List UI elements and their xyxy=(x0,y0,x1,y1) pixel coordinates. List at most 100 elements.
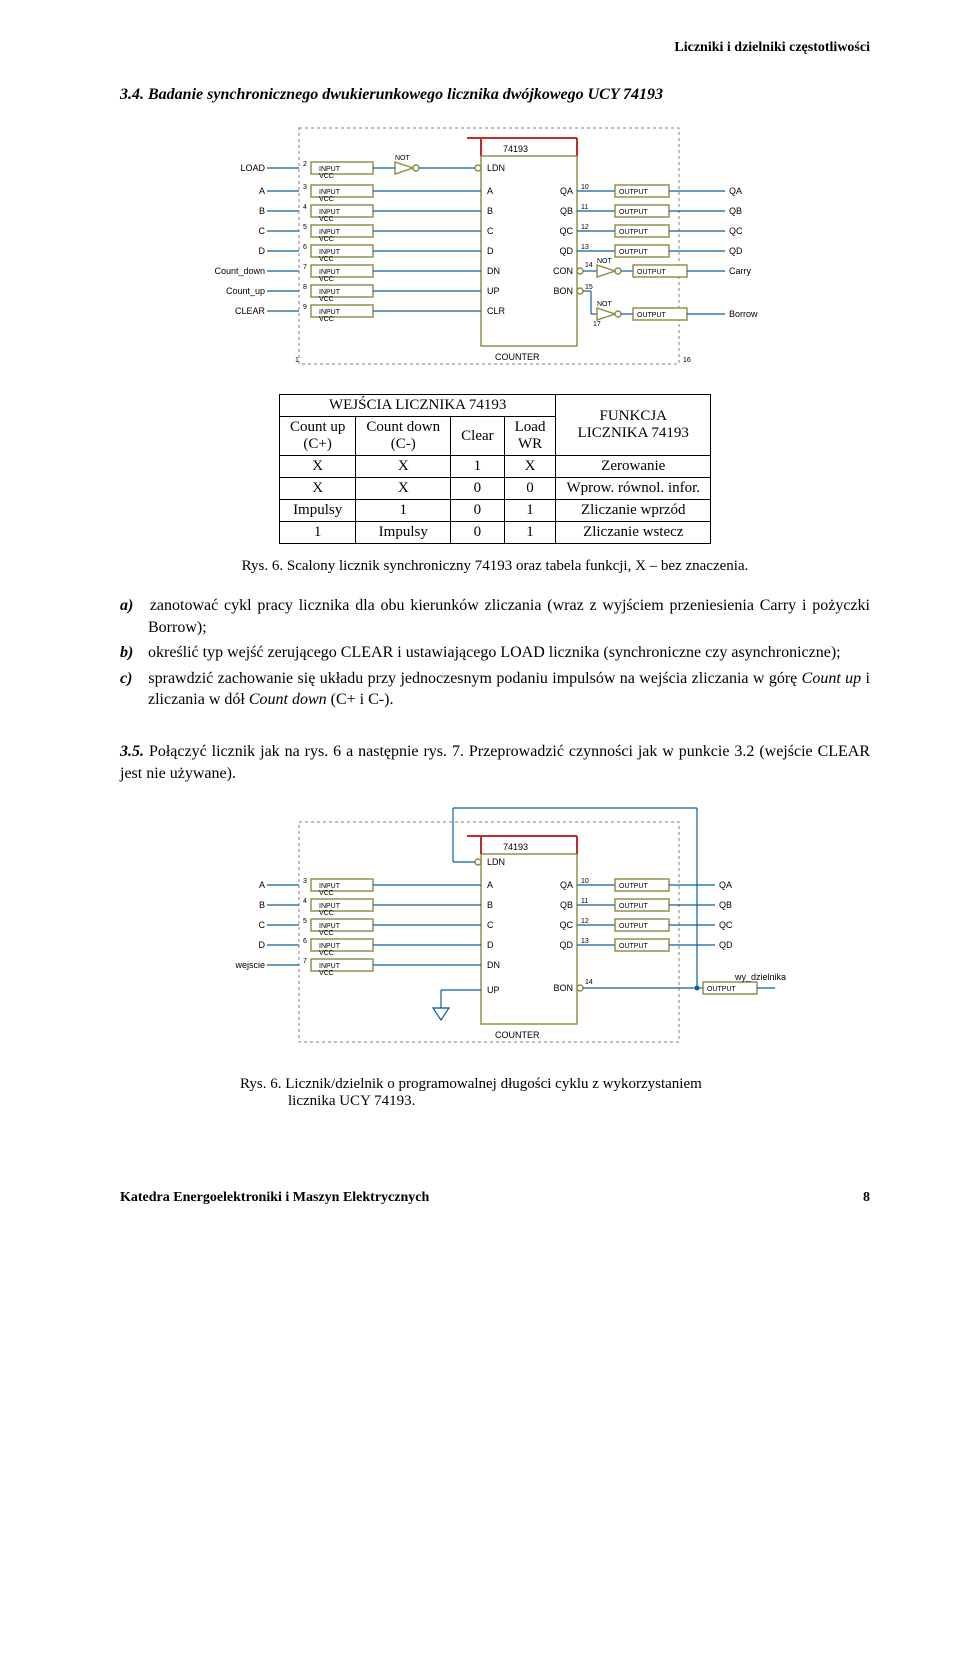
svg-text:D: D xyxy=(259,940,266,950)
svg-text:QA: QA xyxy=(560,186,573,196)
svg-text:B: B xyxy=(487,900,493,910)
svg-text:B: B xyxy=(487,206,493,216)
svg-text:14: 14 xyxy=(585,979,593,986)
footer-left: Katedra Energoelektroniki i Maszyn Elekt… xyxy=(120,1190,429,1206)
svg-text:NOT: NOT xyxy=(597,258,613,265)
truth-col-1: Count down(C-) xyxy=(356,417,451,456)
svg-text:INPUT: INPUT xyxy=(319,903,341,910)
left-port-5: Count_downINPUTVCCDN7 xyxy=(214,264,500,283)
svg-text:CLR: CLR xyxy=(487,306,506,316)
svg-text:6: 6 xyxy=(303,244,307,251)
svg-text:OUTPUT: OUTPUT xyxy=(707,986,737,993)
svg-text:BON: BON xyxy=(553,286,573,296)
svg-text:OUTPUT: OUTPUT xyxy=(619,189,649,196)
truth-row-3: 1Impulsy01Zliczanie wstecz xyxy=(279,522,710,544)
right-port-2: QCOUTPUTQC12 xyxy=(560,224,744,237)
svg-text:4: 4 xyxy=(303,204,307,211)
running-header: Liczniki i dzielniki częstotliwości xyxy=(120,40,870,56)
truth-row-0: XX1XZerowanie xyxy=(279,456,710,478)
svg-text:C: C xyxy=(487,920,494,930)
svg-text:Count_up: Count_up xyxy=(226,286,265,296)
svg-text:QD: QD xyxy=(560,246,574,256)
truth-header-left: WEJŚCIA LICZNIKA 74193 xyxy=(279,395,556,417)
svg-text:OUTPUT: OUTPUT xyxy=(619,249,649,256)
svg-text:D: D xyxy=(487,940,494,950)
svg-text:NOT: NOT xyxy=(597,301,613,308)
task-c: c) sprawdzić zachowanie się układu przy … xyxy=(120,668,870,711)
section-3-4-text: Badanie synchronicznego dwukierunkowego … xyxy=(148,86,663,103)
outer-num-left-bot: 1 xyxy=(295,357,299,364)
truth-row-1: XX00Wprow. równol. infor. xyxy=(279,478,710,500)
svg-text:INPUT: INPUT xyxy=(319,189,341,196)
svg-text:QA: QA xyxy=(719,880,732,890)
truth-col-3: LoadWR xyxy=(504,417,556,456)
svg-text:QB: QB xyxy=(719,900,732,910)
left-port-6: Count_upINPUTVCCUP8 xyxy=(226,284,500,303)
svg-text:QB: QB xyxy=(560,206,573,216)
svg-text:B: B xyxy=(259,206,265,216)
left-port-7: CLEARINPUTVCCCLR9 xyxy=(235,304,506,323)
svg-text:OUTPUT: OUTPUT xyxy=(619,903,649,910)
svg-text:INPUT: INPUT xyxy=(319,166,341,173)
svg-text:INPUT: INPUT xyxy=(319,269,341,276)
svg-text:VCC: VCC xyxy=(319,296,334,303)
svg-text:INPUT: INPUT xyxy=(319,249,341,256)
svg-text:OUTPUT: OUTPUT xyxy=(619,883,649,890)
svg-text:6: 6 xyxy=(303,938,307,945)
svg-text:UP: UP xyxy=(487,286,500,296)
svg-text:QC: QC xyxy=(729,226,743,236)
svg-text:VCC: VCC xyxy=(319,950,334,957)
svg-text:wejscie: wejscie xyxy=(234,960,265,970)
right-port-5: BONNOTOUTPUTBorrow1517 xyxy=(553,284,758,328)
truth-col-2: Clear xyxy=(451,417,504,456)
section-3-5-para: 3.5. Połączyć licznik jak na rys. 6 a na… xyxy=(120,741,870,784)
svg-text:3: 3 xyxy=(303,878,307,885)
task-b: b) określić typ wejść zerującego CLEAR i… xyxy=(120,642,870,664)
left-port-1: AINPUTVCCA3 xyxy=(259,184,493,203)
svg-text:INPUT: INPUT xyxy=(319,209,341,216)
svg-text:QD: QD xyxy=(719,940,733,950)
left-port-3: CINPUTVCCC5 xyxy=(259,224,495,243)
block-label: COUNTER xyxy=(495,352,540,362)
svg-text:INPUT: INPUT xyxy=(319,943,341,950)
truth-row-2: Impulsy101Zliczanie wprzód xyxy=(279,500,710,522)
svg-text:10: 10 xyxy=(581,878,589,885)
svg-text:OUTPUT: OUTPUT xyxy=(619,229,649,236)
svg-text:VCC: VCC xyxy=(319,236,334,243)
truth-col-0: Count up(C+) xyxy=(279,417,355,456)
svg-text:VCC: VCC xyxy=(319,910,334,917)
section-3-4-title: 3.4. Badanie synchronicznego dwukierunko… xyxy=(120,86,870,104)
circuit-diagram-2: 74193 COUNTER LDN AINPUTVCCA3 BINPUTVCCB… xyxy=(120,798,870,1058)
svg-text:OUTPUT: OUTPUT xyxy=(637,312,667,319)
svg-text:VCC: VCC xyxy=(319,173,334,180)
svg-text:12: 12 xyxy=(581,224,589,231)
svg-text:Carry: Carry xyxy=(729,266,751,276)
svg-text:QD: QD xyxy=(560,940,574,950)
svg-text:C: C xyxy=(259,226,266,236)
truth-header-right: FUNKCJA LICZNIKA 74193 xyxy=(556,395,711,456)
svg-text:DN: DN xyxy=(487,960,500,970)
svg-text:4: 4 xyxy=(303,898,307,905)
svg-text:COUNTER: COUNTER xyxy=(495,1030,540,1040)
svg-text:Borrow: Borrow xyxy=(729,309,758,319)
svg-text:QC: QC xyxy=(560,920,574,930)
left-port-2: BINPUTVCCB4 xyxy=(259,204,493,223)
truth-table: WEJŚCIA LICZNIKA 74193 FUNKCJA LICZNIKA … xyxy=(279,394,711,544)
svg-text:OUTPUT: OUTPUT xyxy=(637,269,667,276)
task-a: a) zanotować cykl pracy licznika dla obu… xyxy=(120,595,870,638)
svg-text:7: 7 xyxy=(303,958,307,965)
svg-text:QB: QB xyxy=(729,206,742,216)
svg-text:INPUT: INPUT xyxy=(319,289,341,296)
svg-text:QA: QA xyxy=(560,880,573,890)
figure-6b-caption: Rys. 6. Licznik/dzielnik o programowalne… xyxy=(120,1076,870,1110)
svg-text:12: 12 xyxy=(581,918,589,925)
svg-text:C: C xyxy=(259,920,266,930)
svg-text:VCC: VCC xyxy=(319,930,334,937)
svg-text:15: 15 xyxy=(585,284,593,291)
svg-text:5: 5 xyxy=(303,918,307,925)
svg-text:wy_dzielnika: wy_dzielnika xyxy=(734,972,786,982)
svg-text:VCC: VCC xyxy=(319,276,334,283)
svg-text:A: A xyxy=(487,186,493,196)
svg-text:CON: CON xyxy=(553,266,573,276)
svg-text:9: 9 xyxy=(303,304,307,311)
